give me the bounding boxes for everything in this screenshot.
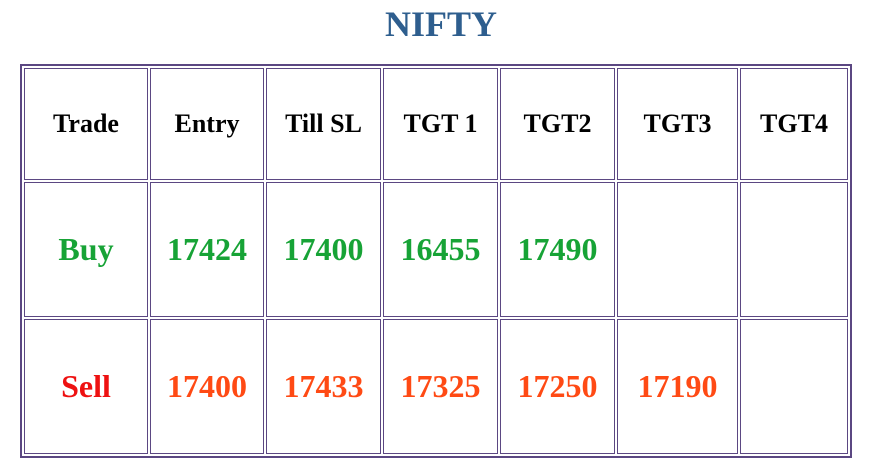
table-row: Buy 17424 17400 16455 17490 [24,182,848,317]
price-cell: 17400 [150,319,264,454]
header-row: Trade Entry Till SL TGT 1 TGT2 TGT3 TGT4 [24,68,848,180]
price-cell [617,182,738,317]
column-header: TGT3 [617,68,738,180]
trade-label: Buy [24,182,148,317]
price-cell: 17250 [500,319,615,454]
column-header: Entry [150,68,264,180]
column-header: Till SL [266,68,381,180]
price-cell: 17433 [266,319,381,454]
trade-label: Sell [24,319,148,454]
table-body: Trade Entry Till SL TGT 1 TGT2 TGT3 TGT4 Buy 174… [24,68,848,454]
column-header: Trade [24,68,148,180]
trade-table: Trade Entry Till SL TGT 1 TGT2 TGT3 TGT4 Buy 174… [20,64,852,458]
column-header: TGT4 [740,68,848,180]
price-cell: 17190 [617,319,738,454]
table-row: Sell 17400 17433 17325 17250 17190 [24,319,848,454]
price-cell: 17325 [383,319,498,454]
price-cell [740,182,848,317]
column-header: TGT2 [500,68,615,180]
price-cell: 17400 [266,182,381,317]
title: NIFTY [384,4,497,44]
price-cell: 17424 [150,182,264,317]
price-cell [740,319,848,454]
price-cell: 17490 [500,182,615,317]
column-header: TGT 1 [383,68,498,180]
price-cell: 16455 [383,182,498,317]
table-wrap: Trade Entry Till SL TGT 1 TGT2 TGT3 TGT4 Buy 174… [20,64,852,458]
